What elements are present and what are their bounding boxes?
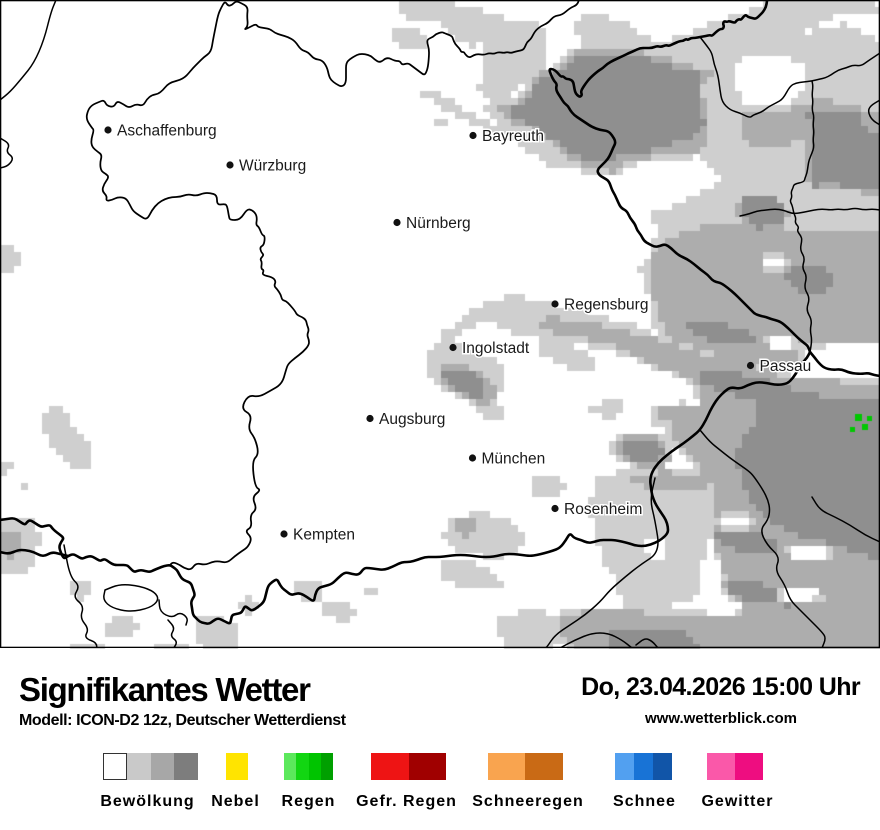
svg-text:Kempten: Kempten [293,527,355,544]
svg-text:Nürnberg: Nürnberg [406,215,471,232]
svg-text:Bayreuth: Bayreuth [482,128,544,145]
svg-text:Ingolstadt: Ingolstadt [462,340,530,357]
svg-text:Aschaffenburg: Aschaffenburg [117,123,217,140]
svg-text:Passau: Passau [760,358,812,375]
svg-text:Regensburg: Regensburg [564,297,648,314]
svg-text:Augsburg: Augsburg [379,411,445,428]
svg-text:Rosenheim: Rosenheim [564,501,642,518]
svg-text:München: München [482,451,546,468]
svg-text:Würzburg: Würzburg [239,158,306,175]
